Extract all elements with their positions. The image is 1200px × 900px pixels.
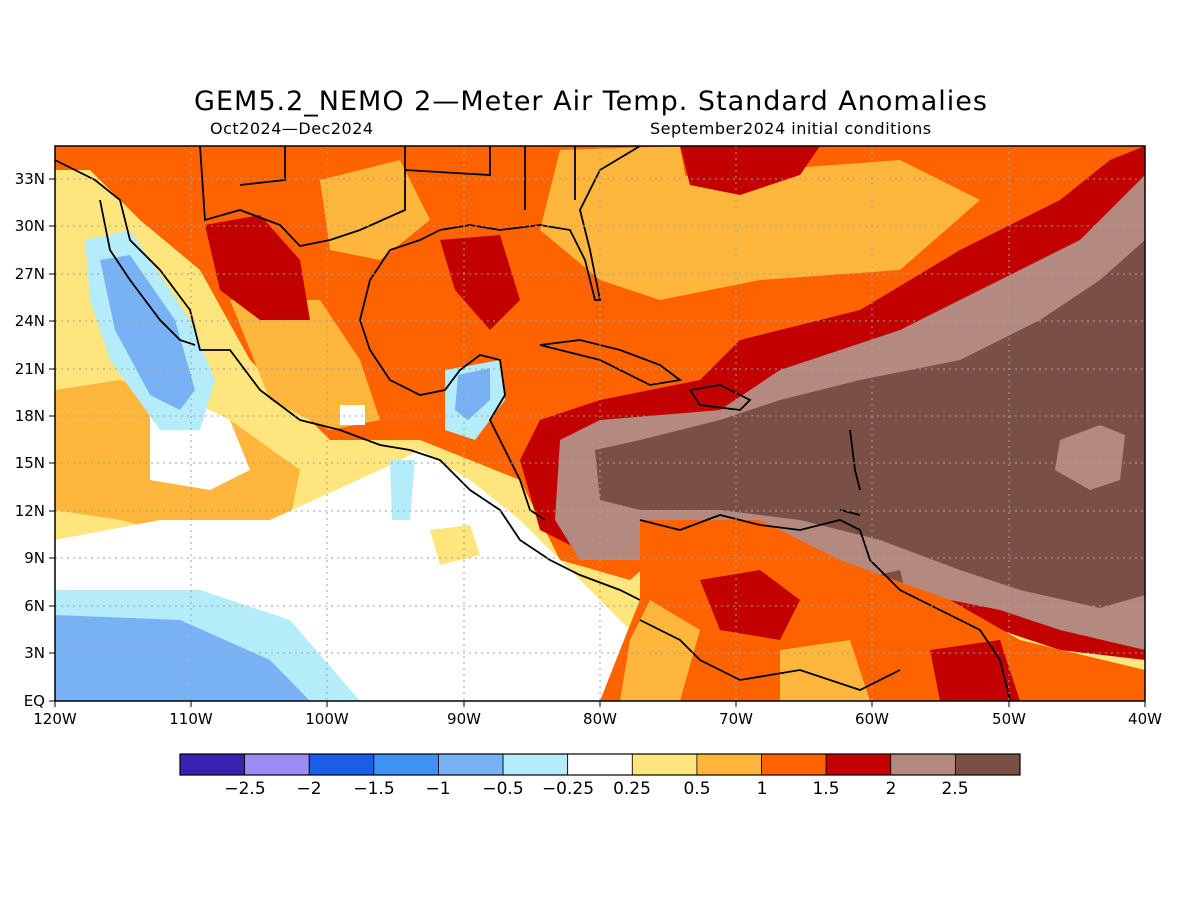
lesser-antilles (839, 429, 861, 516)
lon-label-100w: 100W (305, 710, 349, 728)
lon-label-70w: 70W (719, 710, 753, 728)
colorbar-swatch (373, 753, 439, 776)
field-patch (700, 570, 800, 640)
colorbar-label: 2.5 (941, 779, 968, 799)
colorbar-swatch (179, 753, 246, 776)
latitude-labels: 33N 30N 27N 24N 21N 18N 15N 12N 9N 6N 3N… (15, 170, 45, 710)
lat-label-12n: 12N (15, 502, 45, 520)
field-patch (430, 525, 480, 565)
lon-label-50w: 50W (992, 710, 1026, 728)
latitude-axis (49, 178, 55, 702)
colorbar-swatch (631, 753, 698, 776)
colorbar-labels: −2.5 −2 −1.5 −1 −0.5 −0.25 0.25 0.5 1 1.… (224, 779, 968, 799)
colorbar-label: 0.5 (683, 779, 710, 799)
colorbar-label: −0.5 (482, 779, 523, 799)
colorbar-label: −2 (296, 779, 321, 799)
colorbar-swatch (954, 753, 1021, 776)
colorbar-swatch (761, 753, 827, 776)
lat-label-18n: 18N (15, 407, 45, 425)
map-title: GEM5.2_NEMO 2—Meter Air Temp. Standard A… (194, 86, 988, 117)
colorbar-frame (179, 753, 1021, 776)
lat-label-24n: 24N (15, 312, 45, 330)
colorbar-label: −0.25 (542, 779, 594, 799)
colorbar-label: −1 (425, 779, 450, 799)
colorbar-swatch (244, 753, 310, 776)
gulf-coast (359, 229, 546, 521)
colorbar-label: 1 (757, 779, 768, 799)
us-mexico-border (199, 146, 406, 247)
initial-conditions: September2024 initial conditions (650, 119, 932, 138)
lat-label-3n: 3N (24, 644, 45, 662)
colorbar-label: 0.25 (613, 779, 651, 799)
field-orange-southamerica (600, 520, 1145, 701)
field-patch (600, 160, 980, 300)
field-patch (440, 235, 520, 330)
field-patch (1055, 425, 1125, 490)
colorbar-swatch (890, 753, 956, 776)
pacific-coast (55, 159, 641, 601)
cuba-outline (539, 339, 683, 386)
lon-label-110w: 110W (169, 710, 213, 728)
field-patch (205, 215, 310, 320)
lat-label-15n: 15N (15, 454, 45, 472)
lon-label-80w: 80W (583, 710, 617, 728)
colorbar-swatch (696, 753, 762, 776)
colorbar-swatch (567, 753, 633, 776)
field-patch (620, 600, 700, 701)
colorbar-label: −1.5 (353, 779, 394, 799)
lon-label-120w: 120W (33, 710, 77, 728)
field-patch (680, 146, 820, 195)
baja-coast (99, 199, 196, 346)
field-blue-pacific (55, 615, 310, 701)
state-borders (239, 146, 576, 210)
lat-label-6n: 6N (24, 597, 45, 615)
florida-coast (439, 146, 641, 301)
field-patch (390, 460, 415, 520)
graticule (55, 146, 1145, 701)
colorbar-label: 2 (886, 779, 897, 799)
south-america-borders (639, 619, 901, 691)
colorbar: −2.5 −2 −1.5 −1 −0.5 −0.25 0.25 0.5 1 1.… (179, 753, 1021, 799)
field-darkbrown (595, 240, 1145, 608)
field-patch (340, 405, 365, 425)
lat-label-9n: 9N (24, 549, 45, 567)
lat-label-27n: 27N (15, 265, 45, 283)
forecast-period: Oct2024—Dec2024 (210, 119, 374, 138)
longitude-labels: 120W 110W 100W 90W 80W 70W 60W 50W 40W (33, 710, 1162, 728)
lon-label-40w: 40W (1128, 710, 1162, 728)
lon-label-60w: 60W (855, 710, 889, 728)
lat-label-eq: EQ (24, 692, 45, 710)
colorbar-label: −2.5 (224, 779, 265, 799)
colorbar-swatch (825, 753, 892, 776)
field-blue-baja (100, 255, 195, 410)
coastlines (55, 146, 1011, 701)
colorbar-swatch (308, 753, 375, 776)
lat-label-33n: 33N (15, 170, 45, 188)
lon-label-90w: 90W (447, 710, 481, 728)
longitude-axis (54, 701, 1146, 707)
south-america-coast (639, 514, 1011, 701)
lat-label-21n: 21N (15, 360, 45, 378)
hispaniola-outline (688, 384, 752, 411)
field-patch (230, 300, 380, 430)
colorbar-swatch (502, 753, 569, 776)
colorbar-swatch (438, 753, 504, 776)
colorbar-label: 1.5 (812, 779, 839, 799)
lat-label-30n: 30N (15, 217, 45, 235)
colorbar-swatches (179, 753, 1021, 776)
